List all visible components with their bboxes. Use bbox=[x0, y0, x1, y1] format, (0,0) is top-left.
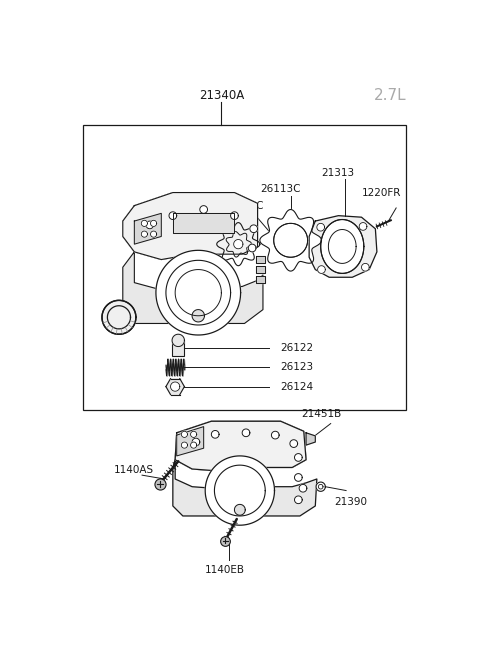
Polygon shape bbox=[295, 496, 302, 504]
Polygon shape bbox=[191, 442, 197, 448]
Polygon shape bbox=[175, 421, 306, 472]
Text: 26113C: 26113C bbox=[260, 183, 300, 194]
Polygon shape bbox=[256, 257, 265, 263]
Text: 1140AS: 1140AS bbox=[114, 465, 154, 475]
Polygon shape bbox=[200, 206, 207, 214]
Polygon shape bbox=[151, 220, 156, 227]
Polygon shape bbox=[156, 250, 240, 335]
Polygon shape bbox=[211, 430, 219, 438]
Polygon shape bbox=[123, 252, 263, 324]
Polygon shape bbox=[181, 431, 188, 438]
Polygon shape bbox=[318, 266, 325, 273]
Polygon shape bbox=[321, 219, 364, 273]
Polygon shape bbox=[226, 231, 252, 257]
Polygon shape bbox=[191, 431, 197, 438]
Polygon shape bbox=[146, 221, 154, 229]
Polygon shape bbox=[234, 504, 245, 515]
Polygon shape bbox=[166, 379, 184, 394]
Polygon shape bbox=[172, 334, 184, 346]
Polygon shape bbox=[359, 223, 367, 231]
Text: 1140EB: 1140EB bbox=[204, 565, 244, 575]
Text: 1220FR: 1220FR bbox=[361, 187, 401, 198]
Text: 26123: 26123 bbox=[281, 362, 314, 372]
Polygon shape bbox=[250, 225, 258, 233]
Bar bbox=[83, 125, 406, 409]
Polygon shape bbox=[309, 215, 377, 277]
Bar bbox=[172, 341, 184, 356]
Polygon shape bbox=[295, 474, 302, 481]
Polygon shape bbox=[299, 485, 307, 492]
Polygon shape bbox=[306, 433, 315, 445]
Polygon shape bbox=[141, 220, 147, 227]
Polygon shape bbox=[181, 442, 188, 448]
Polygon shape bbox=[234, 240, 243, 249]
Polygon shape bbox=[192, 438, 200, 446]
Polygon shape bbox=[295, 454, 302, 461]
Text: 21340A: 21340A bbox=[199, 89, 244, 102]
Polygon shape bbox=[290, 440, 298, 447]
Text: 26112C: 26112C bbox=[223, 200, 264, 211]
Text: 21451B: 21451B bbox=[301, 409, 342, 419]
Polygon shape bbox=[173, 460, 317, 516]
Polygon shape bbox=[123, 193, 258, 259]
Polygon shape bbox=[260, 210, 322, 271]
Polygon shape bbox=[316, 482, 325, 491]
Polygon shape bbox=[274, 223, 308, 257]
Polygon shape bbox=[230, 212, 238, 219]
Polygon shape bbox=[141, 231, 147, 237]
Polygon shape bbox=[248, 244, 256, 252]
Polygon shape bbox=[242, 429, 250, 437]
Polygon shape bbox=[151, 231, 156, 237]
Polygon shape bbox=[123, 193, 258, 259]
Polygon shape bbox=[256, 276, 265, 283]
Text: 2.7L: 2.7L bbox=[373, 88, 406, 103]
Text: 21313: 21313 bbox=[322, 168, 355, 178]
Polygon shape bbox=[173, 214, 234, 233]
Text: 21390: 21390 bbox=[335, 497, 368, 507]
Polygon shape bbox=[317, 223, 324, 231]
Polygon shape bbox=[217, 223, 260, 266]
Polygon shape bbox=[205, 456, 275, 525]
Polygon shape bbox=[192, 310, 204, 322]
Polygon shape bbox=[102, 301, 136, 334]
Polygon shape bbox=[170, 382, 180, 391]
Polygon shape bbox=[271, 431, 279, 439]
Text: 26122: 26122 bbox=[281, 343, 314, 353]
Polygon shape bbox=[256, 267, 265, 272]
Polygon shape bbox=[134, 214, 161, 244]
Text: 26124: 26124 bbox=[281, 382, 314, 392]
Polygon shape bbox=[361, 263, 369, 271]
Polygon shape bbox=[175, 421, 306, 472]
Polygon shape bbox=[177, 426, 204, 456]
Polygon shape bbox=[169, 212, 177, 219]
